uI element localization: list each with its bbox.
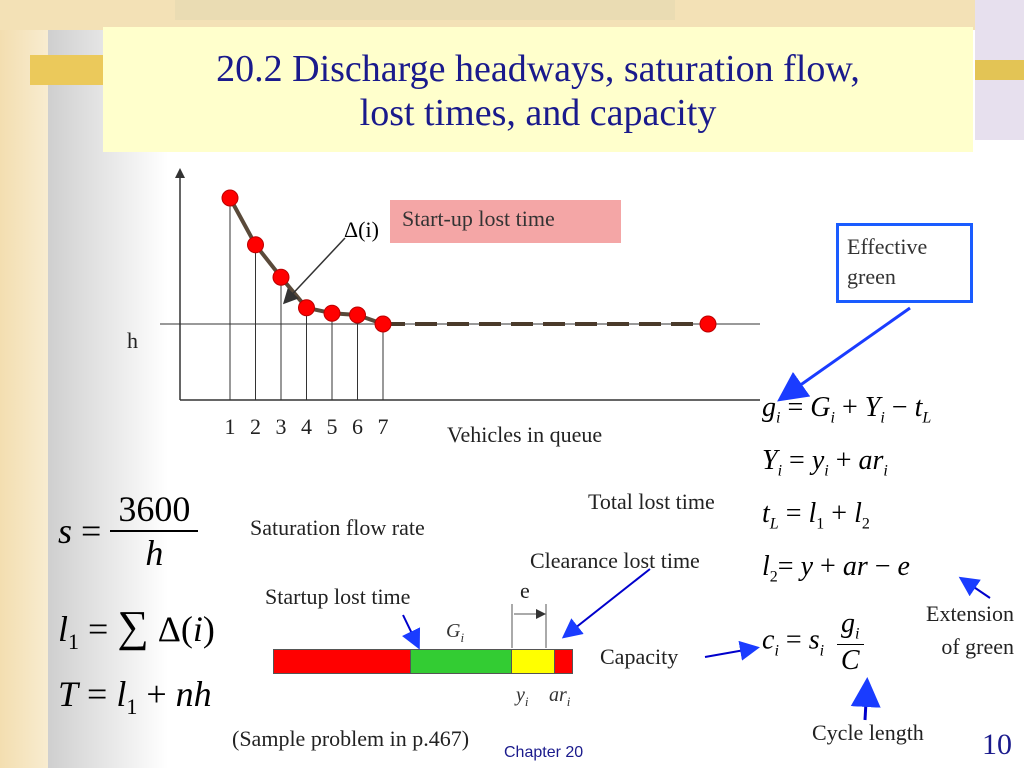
title-line-1: 20.2 Discharge headways, saturation flow… xyxy=(216,48,860,90)
data-point xyxy=(374,315,392,333)
cycle-length-arrow xyxy=(850,677,881,721)
page-number: 10 xyxy=(982,728,1012,761)
clearance-lost-time-label: Clearance lost time xyxy=(530,548,700,573)
clearance-arrow xyxy=(561,568,651,639)
chapter-footer: Chapter 20 xyxy=(504,744,584,761)
x-axis-label: Vehicles in queue xyxy=(447,422,603,447)
x-tick-label: 6 xyxy=(352,414,363,439)
delta-label: Δ(i) xyxy=(344,217,379,242)
right-gold-stripe xyxy=(975,60,1024,80)
formula-T: T = l1 + nh xyxy=(58,674,212,720)
formula-tL: tL = l1 + l2 xyxy=(762,498,870,533)
data-point xyxy=(247,236,264,254)
formula-l2: l2= y + ar − e xyxy=(762,551,910,586)
saturation-flow-label: Saturation flow rate xyxy=(250,515,425,540)
G-subscript: i xyxy=(460,630,465,645)
green-phase-bar xyxy=(410,649,512,674)
extension-arrow xyxy=(958,576,991,599)
ar-sub-label: ari xyxy=(549,684,570,710)
ar-text: ar xyxy=(549,684,567,706)
formula-c: ci = si gi C xyxy=(762,608,864,677)
extension-label-2: of green xyxy=(941,634,1014,659)
data-point xyxy=(298,299,315,317)
h-axis-label: h xyxy=(127,328,138,353)
total-lost-time-label: Total lost time xyxy=(588,489,715,514)
G-text: G xyxy=(446,620,461,642)
yellow-phase-bar xyxy=(511,649,555,674)
sample-problem-label: (Sample problem in p.467) xyxy=(232,726,470,751)
startup-lost-time-label: Startup lost time xyxy=(265,584,411,609)
formula-Y: Yi = yi + ari xyxy=(762,445,888,480)
capacity-label: Capacity xyxy=(600,644,679,669)
capacity-arrow xyxy=(704,640,760,661)
delta-arrow xyxy=(282,237,346,305)
startup-arrow xyxy=(402,614,421,650)
y-text: y xyxy=(516,684,525,706)
data-point xyxy=(349,306,366,324)
ar-subscript: i xyxy=(566,694,571,709)
y-axis-arrowhead xyxy=(175,168,185,178)
x-tick-label: 7 xyxy=(378,414,389,439)
title-line-2: lost times, and capacity xyxy=(359,92,717,134)
formula-s: s = 3600 h xyxy=(58,488,199,574)
x-tick-label: 3 xyxy=(276,414,287,439)
effective-green-arrow xyxy=(777,306,911,402)
data-point xyxy=(221,189,239,207)
left-parchment-strip xyxy=(0,0,48,768)
G-sub-label: Gi xyxy=(446,620,464,646)
cycle-length-label: Cycle length xyxy=(812,720,924,745)
data-point xyxy=(272,268,290,286)
data-point xyxy=(699,315,717,333)
x-tick-label: 5 xyxy=(327,414,338,439)
slide-title: 20.2 Discharge headways, saturation flow… xyxy=(103,27,973,152)
y-subscript: i xyxy=(524,694,529,709)
y-sub-label: yi xyxy=(516,684,529,710)
effective-green-box: Effective green xyxy=(836,223,973,303)
e-label: e xyxy=(520,578,530,603)
x-tick-label: 2 xyxy=(250,414,261,439)
formula-l1: l1 = ∑ Δ(i) xyxy=(58,602,215,655)
red-phase-bar xyxy=(273,649,411,674)
startup-lost-time-box: Start-up lost time xyxy=(390,200,621,243)
all-red-phase-bar xyxy=(554,649,573,674)
extension-label-1: Extension xyxy=(926,601,1014,626)
x-tick-label: 4 xyxy=(301,414,312,439)
top-band xyxy=(175,0,675,20)
x-tick-label: 1 xyxy=(225,414,236,439)
data-point xyxy=(323,304,341,322)
